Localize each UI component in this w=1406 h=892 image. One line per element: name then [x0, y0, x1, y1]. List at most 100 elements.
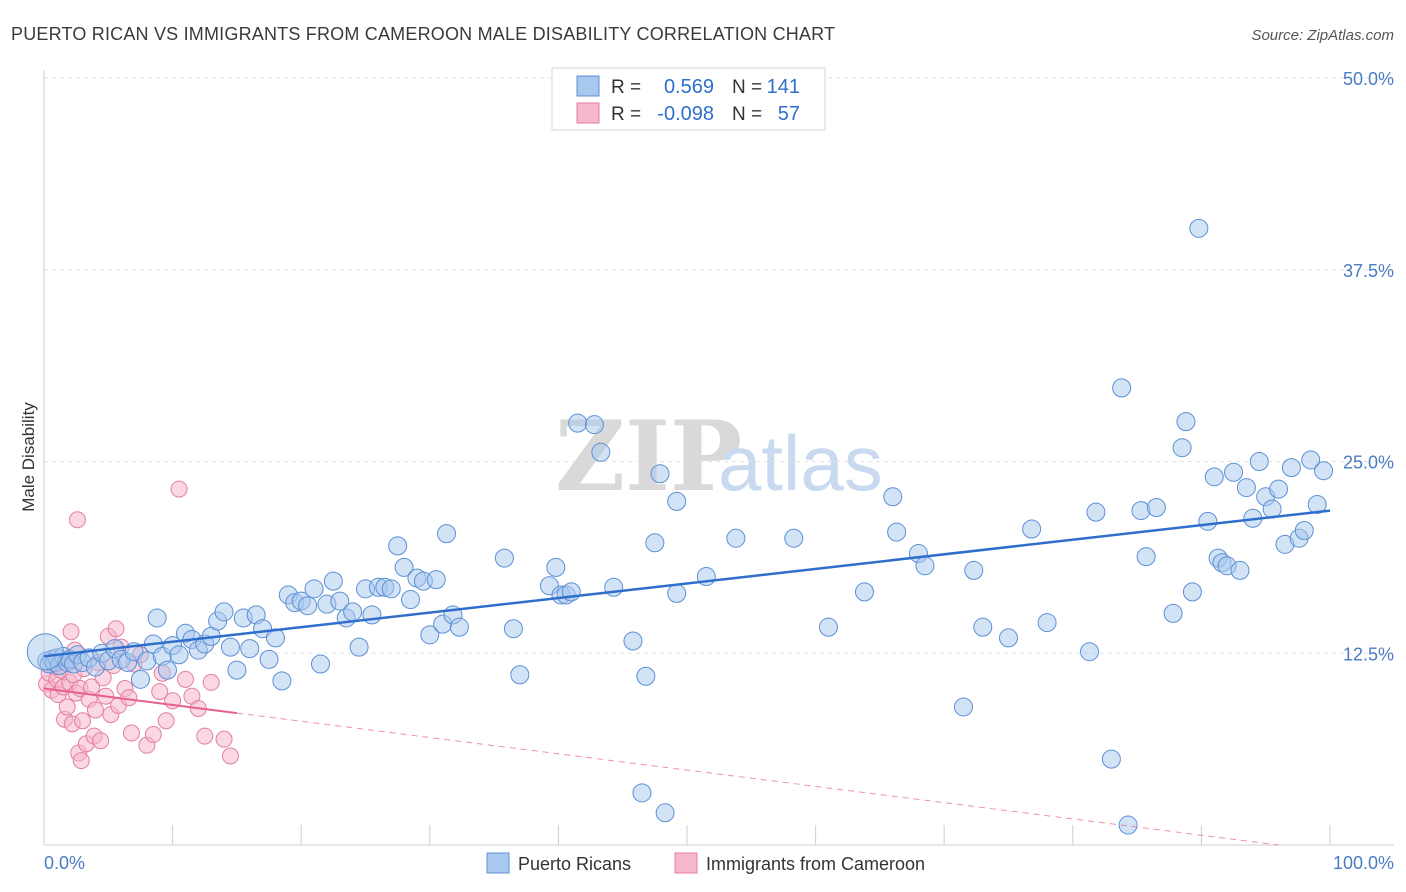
legend-box: R = 0.569 N = 141 R = -0.098 N = 57 — [551, 67, 826, 131]
cameroon-point-55 — [215, 730, 233, 748]
puerto-rican-point-91 — [667, 583, 687, 603]
cameroon-point-45 — [151, 683, 169, 701]
puerto-rican-point-110 — [1112, 378, 1132, 398]
cameroon-point-53 — [196, 727, 214, 745]
source-label: Source: ZipAtlas.com — [1251, 27, 1394, 44]
puerto-rican-point-27 — [169, 645, 189, 665]
puerto-rican-point-98 — [887, 522, 907, 542]
puerto-rican-point-72 — [494, 548, 514, 568]
cameroon-point-44 — [144, 726, 162, 744]
puerto-rican-point-57 — [362, 605, 382, 625]
puerto-rican-point-117 — [1176, 412, 1196, 432]
cameroon-point-50 — [176, 670, 194, 688]
puerto-rican-point-67 — [426, 570, 446, 590]
puerto-rican-point-102 — [964, 560, 984, 580]
cameroon-point-54 — [202, 673, 220, 691]
x-ticks — [172, 825, 1331, 845]
puerto-rican-point-23 — [147, 608, 167, 628]
puerto-rican-point-47 — [298, 596, 318, 616]
puerto-rican-point-76 — [546, 557, 566, 577]
puerto-rican-point-100 — [915, 556, 935, 576]
puerto-rican-point-52 — [330, 591, 350, 611]
cameroon-point-29 — [92, 732, 110, 750]
puerto-rican-point-54 — [343, 602, 363, 622]
puerto-rican-point-49 — [310, 654, 330, 674]
puerto-rican-point-84 — [623, 631, 643, 651]
puerto-rican-point-106 — [1037, 613, 1057, 633]
cameroon-point-47 — [157, 712, 175, 730]
cameroon-point-10 — [58, 698, 76, 716]
puerto-rican-point-51 — [323, 571, 343, 591]
puerto-rican-point-108 — [1086, 502, 1106, 522]
y-tick-label-1: 25.0% — [1343, 453, 1394, 473]
puerto-rican-point-137 — [1301, 450, 1321, 470]
cameroon-point-35 — [107, 620, 125, 638]
puerto-rican-point-88 — [650, 464, 670, 484]
puerto-rican-point-109 — [1101, 749, 1121, 769]
puerto-rican-point-43 — [272, 671, 292, 691]
puerto-rican-point-86 — [636, 666, 656, 686]
puerto-rican-point-69 — [437, 524, 457, 544]
legend-n-value-1: 57 — [778, 103, 800, 125]
puerto-rican-point-85 — [632, 783, 652, 803]
watermark-atlas: atlas — [718, 419, 883, 507]
puerto-rican-point-105 — [1022, 519, 1042, 539]
legend-swatch-blue — [576, 75, 600, 97]
bottom-legend-swatch-blue — [486, 852, 510, 874]
cameroon-point-12 — [62, 623, 80, 641]
puerto-rican-point-113 — [1136, 547, 1156, 567]
puerto-rican-point-118 — [1182, 582, 1202, 602]
y-tick-label-3: 50.0% — [1343, 69, 1394, 89]
trendlines — [43, 509, 1331, 846]
cameroon-point-56 — [221, 747, 239, 765]
cameroon-point-49 — [170, 480, 188, 498]
puerto-rican-point-140 — [26, 633, 64, 671]
puerto-rican-point-71 — [449, 617, 469, 637]
puerto-rican-point-36 — [227, 660, 247, 680]
trendline-cameroon-extrapolated — [236, 712, 1279, 846]
puerto-rican-point-60 — [381, 579, 401, 599]
puerto-rican-point-90 — [667, 491, 687, 511]
cameroon-point-17 — [68, 511, 86, 529]
puerto-rican-point-74 — [510, 665, 530, 685]
puerto-rican-point-103 — [973, 617, 993, 637]
puerto-rican-point-34 — [214, 602, 234, 622]
puerto-rican-point-82 — [591, 442, 611, 462]
puerto-rican-point-61 — [388, 536, 408, 556]
puerto-rican-point-120 — [1198, 511, 1218, 531]
puerto-rican-point-41 — [259, 649, 279, 669]
gridlines — [44, 77, 1394, 654]
puerto-rican-point-132 — [1269, 479, 1289, 499]
bottom-legend-swatch-pink — [674, 852, 698, 874]
cameroon-point-40 — [122, 724, 140, 742]
puerto-rican-point-136 — [1294, 521, 1314, 541]
watermark-zip: ZIP — [555, 400, 742, 513]
puerto-rican-point-62 — [394, 557, 414, 577]
puerto-rican-point-96 — [854, 582, 874, 602]
trendline-cameroon — [43, 687, 238, 715]
puerto-rican-point-93 — [726, 528, 746, 548]
puerto-rican-point-55 — [349, 637, 369, 657]
y-tick-labels: 12.5% 25.0% 37.5% 50.0% — [1343, 69, 1394, 664]
puerto-rican-point-80 — [568, 413, 588, 433]
legend-n-label-0: N = — [732, 77, 762, 98]
puerto-rican-point-115 — [1163, 603, 1183, 623]
puerto-rican-point-97 — [883, 487, 903, 507]
puerto-rican-point-25 — [157, 660, 177, 680]
x-tick-label-0: 0.0% — [44, 853, 85, 873]
puerto-rican-point-111 — [1118, 815, 1138, 835]
trendline-puerto-rican — [43, 509, 1331, 658]
legend-r-value-0: 0.569 — [664, 76, 714, 98]
legend-swatch-pink — [576, 102, 600, 124]
series-puerto-rican-points — [26, 218, 1334, 835]
puerto-rican-point-112 — [1131, 501, 1151, 521]
y-tick-label-0: 12.5% — [1343, 644, 1394, 664]
bottom-legend: Puerto Ricans Immigrants from Cameroon — [486, 852, 925, 874]
puerto-rican-point-114 — [1146, 498, 1166, 518]
puerto-rican-point-104 — [999, 628, 1018, 648]
puerto-rican-point-126 — [1230, 560, 1250, 580]
puerto-rican-point-35 — [220, 637, 240, 657]
legend-n-value-0: 141 — [767, 76, 800, 98]
legend-n-label-1: N = — [732, 104, 762, 125]
puerto-rican-point-20 — [130, 669, 150, 689]
